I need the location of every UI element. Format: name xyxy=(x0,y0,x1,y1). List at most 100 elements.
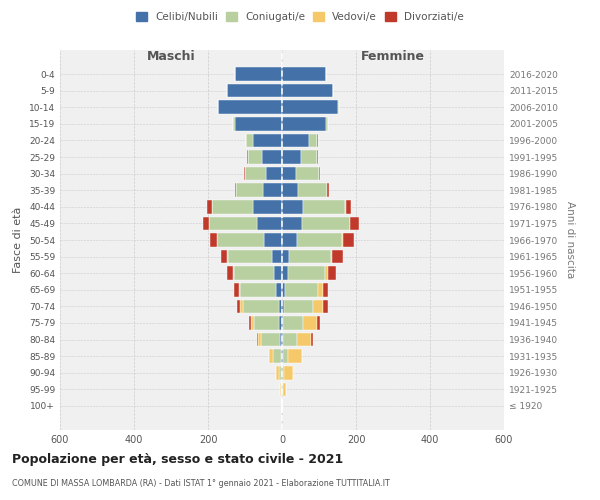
Bar xyxy=(277,283,282,296)
Bar xyxy=(282,117,326,130)
Bar xyxy=(280,366,281,380)
Bar xyxy=(313,300,323,313)
Bar xyxy=(325,266,328,280)
Bar xyxy=(282,350,283,363)
Bar xyxy=(317,316,320,330)
Bar xyxy=(240,300,243,313)
Bar xyxy=(243,300,279,313)
Bar xyxy=(234,266,274,280)
Bar xyxy=(281,366,282,380)
Bar xyxy=(203,216,209,230)
Bar xyxy=(221,250,227,264)
Bar xyxy=(282,250,289,264)
Bar xyxy=(253,200,282,213)
Bar xyxy=(323,300,328,313)
Bar xyxy=(346,200,351,213)
Bar xyxy=(239,283,240,296)
Bar xyxy=(274,266,282,280)
Bar xyxy=(287,266,325,280)
Bar xyxy=(237,300,240,313)
Bar xyxy=(279,300,282,313)
Bar xyxy=(297,333,311,346)
Bar xyxy=(258,333,261,346)
Text: Popolazione per età, sesso e stato civile - 2021: Popolazione per età, sesso e stato civil… xyxy=(12,452,343,466)
Bar xyxy=(285,283,317,296)
Bar xyxy=(343,233,354,247)
Bar xyxy=(302,216,350,230)
Bar xyxy=(257,333,258,346)
Bar xyxy=(263,184,282,197)
Y-axis label: Anni di nascita: Anni di nascita xyxy=(565,202,575,278)
Bar xyxy=(319,167,320,180)
Legend: Celibi/Nubili, Coniugati/e, Vedovi/e, Divorziati/e: Celibi/Nubili, Coniugati/e, Vedovi/e, Di… xyxy=(132,8,468,26)
Bar xyxy=(277,366,280,380)
Bar xyxy=(282,266,287,280)
Bar xyxy=(282,84,333,98)
Bar xyxy=(274,350,281,363)
Bar xyxy=(210,233,217,247)
Bar xyxy=(345,200,346,213)
Bar xyxy=(326,117,328,130)
Bar xyxy=(284,366,293,380)
Bar xyxy=(207,200,212,213)
Bar xyxy=(297,233,342,247)
Bar xyxy=(234,283,239,296)
Bar xyxy=(282,150,301,164)
Bar xyxy=(328,266,337,280)
Bar xyxy=(236,184,263,197)
Bar xyxy=(212,200,253,213)
Bar xyxy=(247,150,248,164)
Bar xyxy=(233,117,235,130)
Bar xyxy=(281,350,282,363)
Bar xyxy=(235,68,282,81)
Bar xyxy=(262,150,282,164)
Bar xyxy=(304,200,345,213)
Bar xyxy=(233,266,234,280)
Bar xyxy=(227,84,282,98)
Bar xyxy=(331,250,332,264)
Bar xyxy=(338,100,339,114)
Bar xyxy=(240,283,277,296)
Bar xyxy=(283,350,288,363)
Y-axis label: Fasce di età: Fasce di età xyxy=(13,207,23,273)
Bar xyxy=(282,333,283,346)
Bar xyxy=(296,167,319,180)
Bar xyxy=(235,117,282,130)
Bar xyxy=(247,134,253,147)
Bar xyxy=(217,233,264,247)
Bar xyxy=(257,216,282,230)
Bar xyxy=(264,233,282,247)
Bar xyxy=(218,100,282,114)
Bar xyxy=(280,333,282,346)
Bar xyxy=(350,216,359,230)
Text: Femmine: Femmine xyxy=(361,50,425,63)
Bar xyxy=(317,283,323,296)
Bar xyxy=(282,233,297,247)
Text: Maschi: Maschi xyxy=(146,50,196,63)
Bar xyxy=(227,250,228,264)
Bar xyxy=(283,382,286,396)
Bar xyxy=(301,150,317,164)
Bar xyxy=(298,184,327,197)
Bar xyxy=(248,150,262,164)
Bar xyxy=(209,216,257,230)
Bar xyxy=(283,333,297,346)
Bar xyxy=(311,333,313,346)
Bar xyxy=(282,316,283,330)
Bar xyxy=(249,316,251,330)
Bar xyxy=(272,250,282,264)
Bar xyxy=(303,316,317,330)
Bar xyxy=(269,350,274,363)
Bar xyxy=(282,184,298,197)
Bar xyxy=(283,316,303,330)
Bar xyxy=(308,134,317,147)
Bar xyxy=(282,134,308,147)
Bar xyxy=(323,283,328,296)
Bar xyxy=(228,250,272,264)
Bar xyxy=(279,316,282,330)
Bar xyxy=(253,134,282,147)
Bar xyxy=(282,68,326,81)
Bar xyxy=(288,350,302,363)
Bar xyxy=(245,167,266,180)
Bar xyxy=(289,250,331,264)
